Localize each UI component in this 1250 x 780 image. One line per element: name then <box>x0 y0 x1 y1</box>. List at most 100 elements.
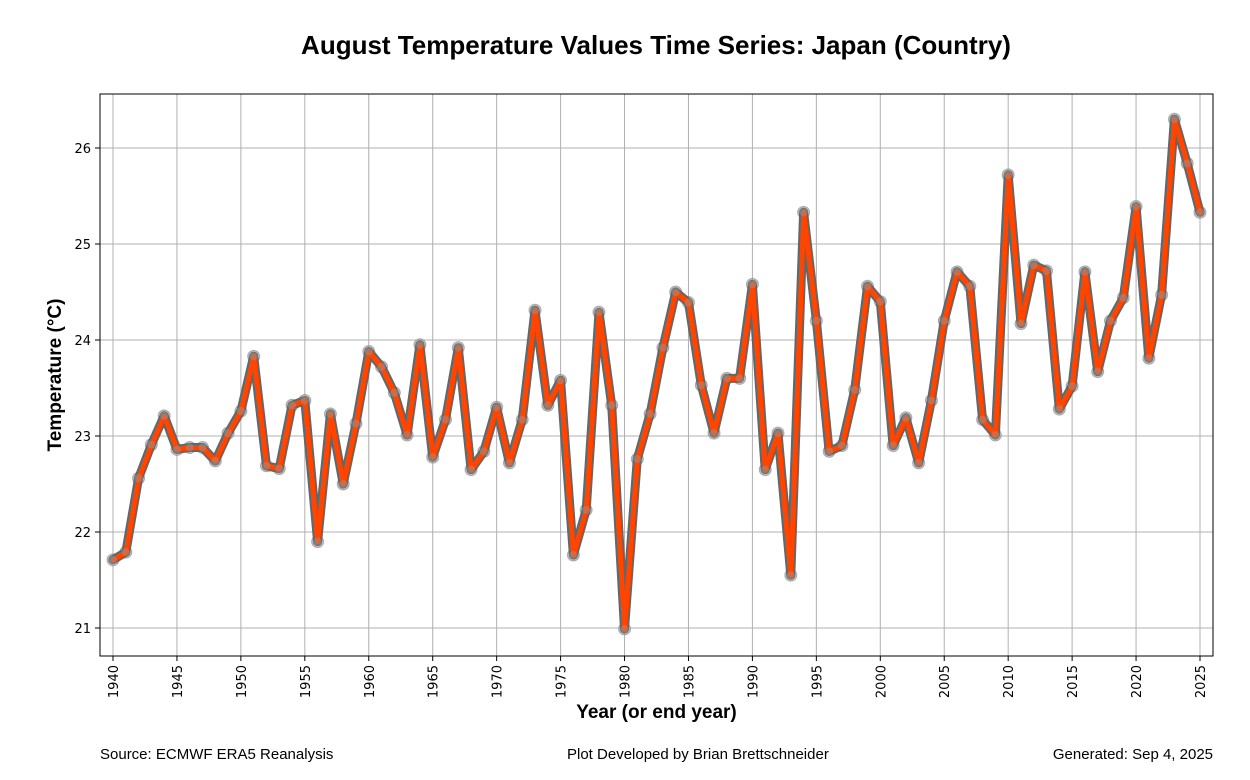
data-point <box>1170 115 1179 124</box>
footer-generated: Generated: Sep 4, 2025 <box>1052 746 1213 763</box>
y-tick-label: 26 <box>74 142 91 157</box>
x-tick-label: 1965 <box>427 665 442 698</box>
data-point <box>531 306 540 315</box>
data-point <box>940 316 949 325</box>
data-point <box>351 419 360 428</box>
data-point <box>671 288 680 296</box>
data-point <box>390 388 399 397</box>
x-tick-label: 2010 <box>1002 665 1017 698</box>
data-point <box>876 297 885 306</box>
data-point <box>1183 159 1192 168</box>
x-tick-label: 1980 <box>619 665 634 698</box>
x-tick-label: 1950 <box>235 665 250 698</box>
data-point <box>505 458 514 467</box>
data-point <box>377 362 386 371</box>
data-point <box>428 453 437 462</box>
data-point <box>121 548 130 557</box>
data-point <box>288 401 297 410</box>
data-point <box>134 474 143 483</box>
data-point <box>914 458 923 467</box>
data-point <box>147 440 156 449</box>
x-tick-label: 2005 <box>938 665 953 698</box>
data-point <box>236 407 245 416</box>
data-point <box>492 403 501 412</box>
data-point <box>224 429 233 438</box>
data-point <box>479 447 488 456</box>
data-point <box>658 343 667 352</box>
x-tick-label: 1995 <box>810 665 825 698</box>
data-point <box>684 298 693 307</box>
data-point <box>569 551 578 560</box>
data-point <box>620 624 629 633</box>
x-tick-label: 2025 <box>1194 665 1209 698</box>
data-point <box>441 415 450 424</box>
data-point <box>262 461 271 470</box>
data-point <box>825 447 834 456</box>
data-point <box>582 505 591 514</box>
y-axis-label: Temperature (°C) <box>45 298 66 452</box>
plot-frame <box>99 93 1214 657</box>
chart-title: August Temperature Values Time Series: J… <box>301 30 1011 60</box>
data-point <box>607 401 616 410</box>
axis-ticks: 1940 1945 1950 1955 1960 1965 1970 1975 1980 1985… <box>74 142 1209 698</box>
data-point <box>953 267 962 276</box>
data-point <box>722 374 731 383</box>
data-point <box>748 280 757 289</box>
data-point <box>812 316 821 325</box>
data-point <box>1080 267 1089 276</box>
data-point <box>415 340 424 349</box>
data-point <box>249 352 258 361</box>
data-point <box>185 443 194 452</box>
data-point <box>275 464 284 473</box>
data-point <box>1119 293 1128 302</box>
data-point <box>109 555 117 564</box>
data-point <box>991 431 1000 440</box>
data-point <box>901 413 910 422</box>
x-tick-label: 1955 <box>299 665 314 698</box>
data-point <box>1004 170 1013 179</box>
data-point <box>1029 261 1038 270</box>
data-point <box>300 396 309 405</box>
data-point <box>927 396 936 405</box>
data-point <box>773 429 782 438</box>
data-point <box>646 409 655 418</box>
y-tick-label: 23 <box>74 430 91 445</box>
data-point <box>364 347 373 356</box>
data-point <box>160 411 169 420</box>
x-tick-label: 1990 <box>746 665 761 698</box>
x-tick-label: 1960 <box>363 665 378 698</box>
data-point <box>863 282 872 291</box>
data-point <box>1106 316 1115 325</box>
x-tick-label: 2000 <box>874 665 889 698</box>
data-point <box>710 429 719 438</box>
footer-credit: Plot Developed by Brian Brettschneider <box>567 746 829 763</box>
data-point <box>313 537 322 546</box>
data-point <box>543 401 552 410</box>
x-tick-label: 2020 <box>1130 665 1145 698</box>
x-tick-label: 1945 <box>171 665 186 698</box>
y-tick-label: 22 <box>74 526 91 541</box>
y-tick-label: 25 <box>74 238 91 253</box>
data-point <box>761 465 770 474</box>
data-point <box>837 441 846 450</box>
data-point <box>1042 266 1051 275</box>
data-point <box>556 376 565 385</box>
x-tick-label: 1985 <box>682 665 697 698</box>
series-line <box>110 116 1203 632</box>
data-point <box>1016 319 1025 328</box>
data-point <box>1093 367 1102 376</box>
x-tick-label: 2015 <box>1066 665 1081 698</box>
data-point <box>633 455 642 464</box>
data-point <box>799 208 808 217</box>
data-point <box>467 465 476 474</box>
data-point <box>1055 405 1064 414</box>
data-point <box>1132 202 1141 211</box>
data-point <box>1157 290 1166 299</box>
data-series <box>106 112 1207 636</box>
data-point <box>594 308 603 317</box>
y-tick-label: 24 <box>74 334 91 349</box>
data-point <box>978 415 987 424</box>
footer-source: Source: ECMWF ERA5 Reanalysis <box>100 746 334 763</box>
data-point <box>1196 208 1204 217</box>
data-point <box>1144 354 1153 363</box>
